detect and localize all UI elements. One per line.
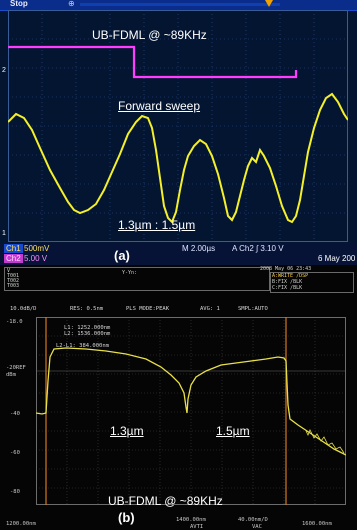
- panel-b-letter: (b): [118, 510, 135, 525]
- panel-a-title: UB-FDML @ ~89KHz: [92, 28, 207, 42]
- oscilloscope-frame: [8, 10, 348, 242]
- panel-a-letter: (a): [114, 248, 130, 263]
- y-label-5: -80: [10, 489, 20, 495]
- acquisition-status: Stop: [10, 0, 28, 8]
- x-sublabel-0: AVTI: [190, 524, 204, 530]
- y-label-3: -40: [10, 411, 20, 417]
- trace-list-box: [4, 267, 270, 291]
- trace-label-2: T002: [7, 278, 20, 284]
- ch1-label: Ch1: [4, 244, 23, 253]
- trace-mode-a: A:WRITE /DSP: [272, 273, 309, 279]
- analyzer-datetime: 2008 May 06 23:43: [260, 266, 312, 272]
- trace-mode-b: B:FIX /BLK: [272, 279, 303, 285]
- x-label-3: 1600.00nm: [302, 521, 332, 527]
- oscilloscope-settings-bar: Ch1 500mV Ch2 5.00 V M 2.00µs A Ch2 ∫ 3.…: [0, 243, 357, 265]
- marker-l2-readout: L2: 1536.000nm: [64, 331, 111, 337]
- band-label-1500: 1.5µm: [216, 424, 250, 438]
- x-label-2: 40.00nm/D: [238, 517, 268, 523]
- analyzer-settings-row: 10.0dB/D RES: 0.5nm PLS MODE:PEAK AVG: 1…: [4, 306, 353, 315]
- trace-label-3: T003: [7, 283, 20, 289]
- trigger-marker-icon: [265, 0, 273, 7]
- average-setting: AVG: 1: [200, 306, 220, 312]
- record-length-bar: [80, 3, 280, 6]
- ch2-trace: [8, 45, 298, 79]
- trace-mode-c: C:FIX /BLK: [272, 285, 303, 291]
- x-label-0: 1200.00nm: [6, 521, 36, 527]
- y-label-1: -20REF: [6, 365, 26, 371]
- y-label-4: -60: [10, 450, 20, 456]
- x-label-1: 1400.00nm: [176, 517, 206, 523]
- analyzer-header: V T001 T002 T003 Y-Yn: 2008 May 06 23:43…: [4, 266, 354, 304]
- ch2-scale: 5.00 V: [24, 254, 48, 263]
- trace-label-0: V: [7, 268, 11, 274]
- timebase: M 2.00µs: [182, 244, 216, 253]
- spectrum-frame: [36, 317, 346, 505]
- spectrum-plot: [36, 317, 346, 505]
- marker-l1-readout: L1: 1252.000nm: [64, 325, 111, 331]
- pulse-mode-setting: PLS MODE:PEAK: [126, 306, 170, 312]
- trace-label-1: T001: [7, 273, 20, 279]
- resolution-setting: RES: 0.5nm: [70, 306, 104, 312]
- marker-readout-group: L1: 1252.000nm L2: 1536.000nm L2-L1: 384…: [56, 325, 176, 353]
- sampling-setting: SMPL:AUTO: [238, 306, 268, 312]
- band-label-1300: 1.3µm: [110, 424, 144, 438]
- spectrum-analyzer-panel: V T001 T002 T003 Y-Yn: 2008 May 06 23:43…: [0, 265, 357, 530]
- trace-mode-box: [270, 272, 354, 293]
- panel-b-title: UB-FDML @ ~89KHz: [108, 494, 223, 508]
- ch2-ground-marker: 2: [2, 67, 6, 74]
- sweep-label: Forward sweep: [118, 99, 201, 113]
- ch2-label: Ch2: [4, 254, 23, 263]
- ch1-ground-marker: 1: [2, 230, 6, 237]
- scale-setting: 10.0dB/D: [10, 306, 37, 312]
- ch1-scale: 500mV: [24, 244, 50, 253]
- spectrum-noise: [305, 429, 345, 454]
- marker-diff-readout: L2-L1: 384.000nm: [56, 343, 109, 349]
- x-sublabel-1: VAC: [252, 524, 262, 530]
- oscilloscope-grid: [8, 10, 348, 242]
- oscilloscope-panel: Stop ⊕ 2 1 UB-FDML @: [0, 0, 357, 265]
- spectrum-grid: [36, 317, 346, 505]
- trigger-setting: A Ch2 ∫ 3.10 V: [232, 244, 284, 253]
- wavelength-range-label: 1.3µm : 1.5µm: [118, 218, 196, 232]
- oscilloscope-screen: [8, 10, 348, 242]
- spectrum-trace: [36, 347, 346, 456]
- capture-date: 6 May 200: [318, 254, 356, 263]
- trigger-position-icon: ⊕: [68, 0, 75, 8]
- y-label-2: dBm: [6, 372, 16, 378]
- y-label-0: -18.0: [6, 319, 23, 325]
- ch1-trace: [8, 92, 348, 224]
- trace-math-label: Y-Yn:: [122, 270, 138, 276]
